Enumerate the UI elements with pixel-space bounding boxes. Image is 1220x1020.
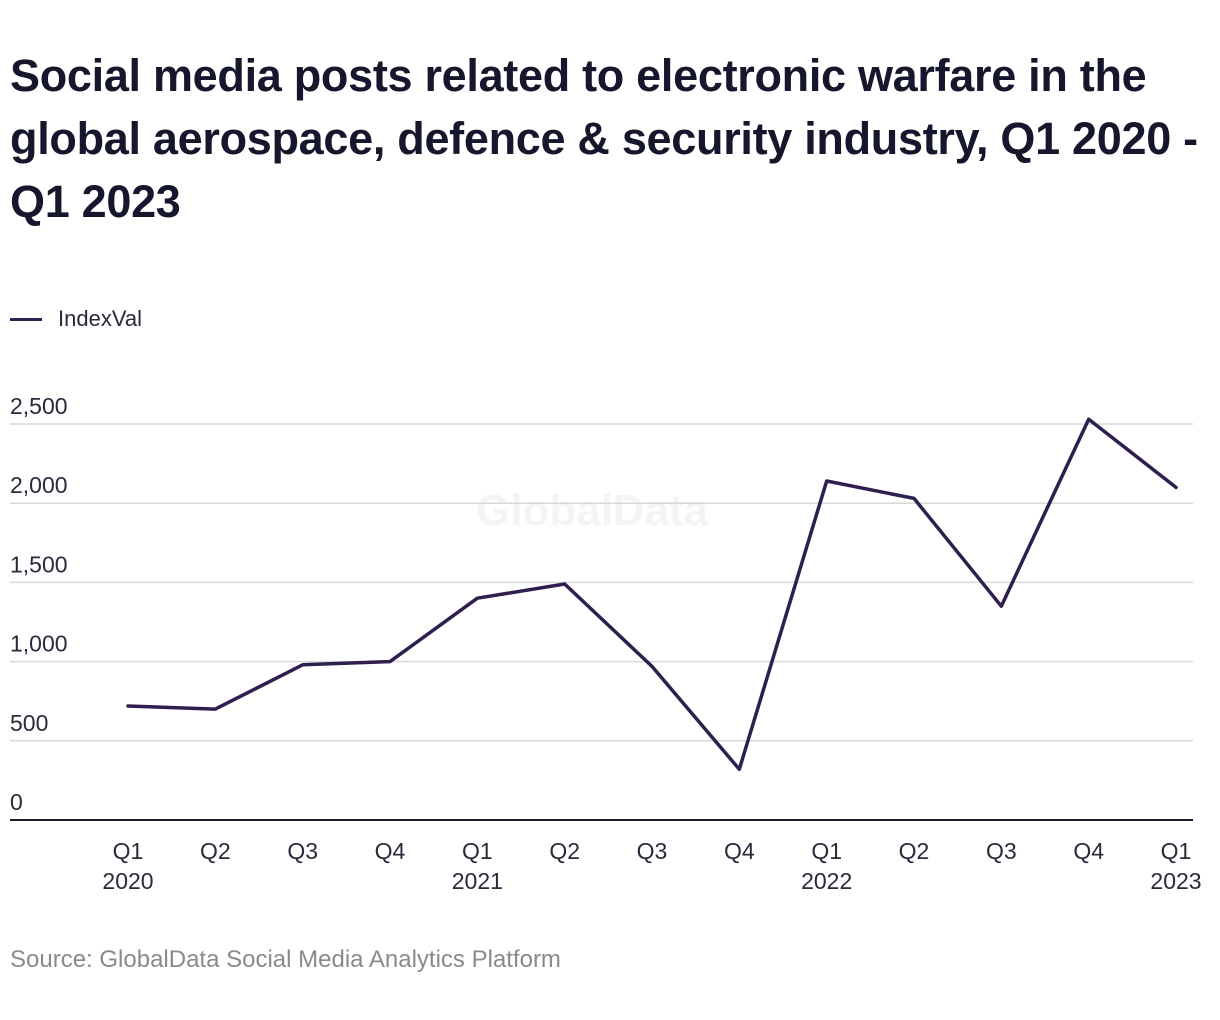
x-tick-label: Q1 [462, 838, 493, 864]
x-tick-label: Q4 [724, 838, 755, 864]
y-axis-ticks: 0 500 1,000 1,500 2,000 2,500 [10, 393, 68, 815]
legend-label: IndexVal [58, 306, 142, 331]
x-tick-year-label: 2023 [1150, 868, 1201, 894]
source-note: Source: GlobalData Social Media Analytic… [10, 946, 561, 973]
x-tick-label: Q4 [375, 838, 406, 864]
x-tick-label: Q1 [811, 838, 842, 864]
x-tick-year-label: 2020 [102, 868, 153, 894]
x-tick-year-label: 2022 [801, 868, 852, 894]
legend-swatch [10, 317, 42, 321]
x-tick-label: Q2 [549, 838, 580, 864]
x-tick-year-label: 2021 [452, 868, 503, 894]
x-tick-label: Q4 [1073, 838, 1104, 864]
x-tick-label: Q2 [899, 838, 930, 864]
x-tick-label: Q1 [1161, 838, 1192, 864]
series-line-indexval [126, 417, 1178, 772]
y-tick-label: 2,500 [10, 393, 68, 419]
x-tick-label: Q1 [113, 838, 144, 864]
chart-title: Social media posts related to electronic… [10, 50, 1198, 227]
y-tick-label: 0 [10, 789, 23, 815]
legend: IndexVal [10, 306, 142, 332]
y-tick-label: 1,000 [10, 631, 68, 657]
grid-lines [10, 423, 1193, 742]
x-tick-label: Q2 [200, 838, 231, 864]
x-tick-label: Q3 [986, 838, 1017, 864]
x-axis-ticks: Q1 2020 Q2 Q3 Q4 Q1 2021 Q2 Q3 Q4 Q1 2022 Q2 Q3 Q4 Q1 20… [102, 838, 1201, 894]
y-tick-label: 2,000 [10, 472, 68, 498]
x-tick-label: Q3 [637, 838, 668, 864]
y-tick-label: 500 [10, 710, 48, 736]
y-tick-label: 1,500 [10, 551, 68, 577]
x-tick-label: Q3 [287, 838, 318, 864]
